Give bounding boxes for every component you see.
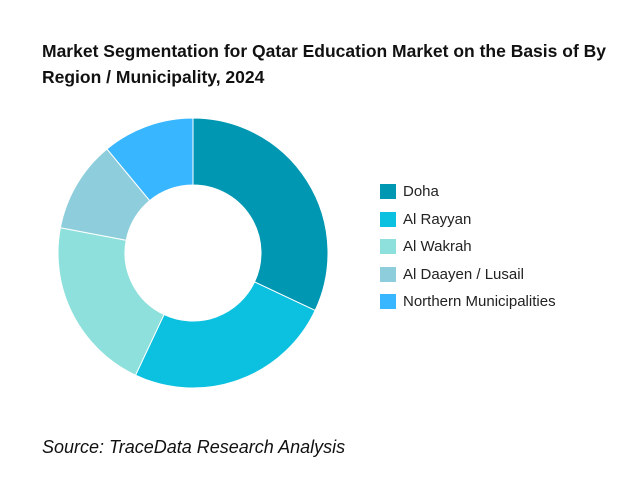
legend-swatch — [380, 266, 396, 282]
legend-item-northern-municipalities: Northern Municipalities — [380, 288, 556, 316]
legend-label: Doha — [403, 183, 439, 201]
slice-doha — [192, 117, 329, 312]
legend-label: Al Daayen / Lusail — [403, 265, 524, 283]
legend-swatch — [380, 239, 396, 255]
chart-title: Market Segmentation for Qatar Education … — [42, 41, 606, 87]
legend-item-al-wakrah: Al Wakrah — [380, 233, 556, 261]
legend-item-doha: Doha — [380, 178, 556, 206]
source-note: Source: TraceData Research Analysis — [42, 437, 346, 457]
legend-label: Al Rayyan — [403, 210, 472, 228]
chart-legend: Doha Al Rayyan Al Wakrah Al Daayen / Lusail… — [380, 178, 556, 316]
legend-item-al-rayyan: Al Rayyan — [380, 206, 556, 234]
slice-northern-municipalities — [106, 117, 194, 202]
slice-al-rayyan — [134, 281, 316, 389]
legend-item-al-daayen-lusail: Al Daayen / Lusail — [380, 261, 556, 289]
legend-label: Northern Municipalities — [403, 293, 556, 311]
legend-swatch — [380, 184, 396, 200]
slice-al-wakrah — [57, 227, 165, 376]
donut-slices — [57, 117, 329, 389]
legend-label: Al Wakrah — [403, 238, 472, 256]
legend-swatch — [380, 211, 396, 227]
legend-swatch — [380, 294, 396, 310]
